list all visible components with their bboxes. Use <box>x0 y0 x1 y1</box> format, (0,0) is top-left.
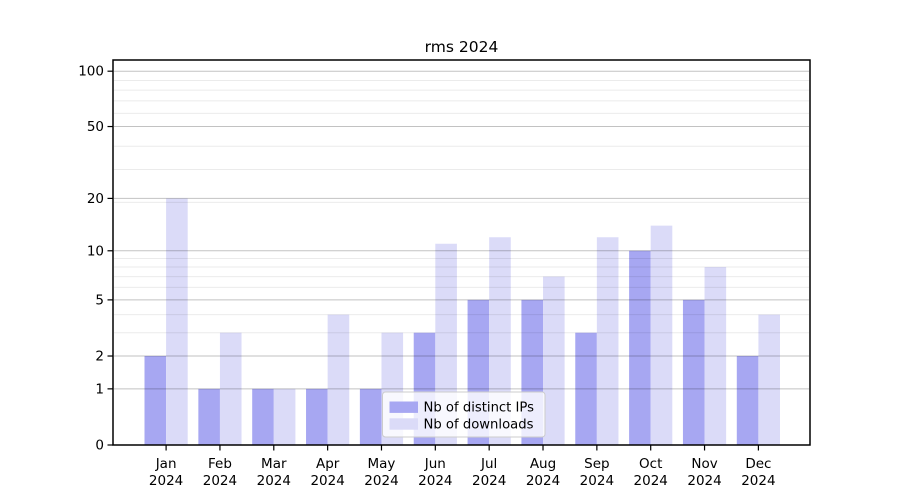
bar-nb-of-downloads-jan-2024 <box>166 198 188 445</box>
ytick-label-100: 100 <box>78 64 104 80</box>
bar-nb-of-distinct-ips-nov-2024 <box>682 299 705 445</box>
legend-swatch-distinct-ips-icon <box>389 401 418 413</box>
ytick-label-5: 5 <box>95 292 104 308</box>
bar-nb-of-distinct-ips-sep-2024 <box>575 332 597 445</box>
chart-title: rms 2024 <box>425 38 499 56</box>
xtick-year-label-sep-2024: 2024 <box>580 473 614 489</box>
xtick-month-label-nov-2024: Nov <box>691 456 717 472</box>
xtick-month-label-aug-2024: Aug <box>530 456 556 472</box>
xtick-month-label-feb-2024: Feb <box>208 456 232 472</box>
xtick-year-label-mar-2024: 2024 <box>257 473 291 489</box>
ytick-label-50: 50 <box>87 119 104 135</box>
bar-nb-of-distinct-ips-jan-2024 <box>144 356 167 445</box>
xtick-year-label-dec-2024: 2024 <box>741 473 775 489</box>
xtick-month-label-jun-2024: Jun <box>424 456 446 472</box>
bar-nb-of-downloads-dec-2024 <box>758 314 780 445</box>
legend: Nb of distinct IPs Nb of downloads <box>382 391 546 438</box>
xtick-month-label-oct-2024: Oct <box>639 456 662 472</box>
bar-nb-of-downloads-oct-2024 <box>650 225 673 445</box>
ytick-label-20: 20 <box>87 191 104 207</box>
bar-nb-of-downloads-apr-2024 <box>327 314 350 445</box>
legend-label-downloads: Nb of downloads <box>424 418 534 433</box>
bar-nb-of-distinct-ips-mar-2024 <box>252 388 274 445</box>
xtick-year-label-jan-2024: 2024 <box>149 473 183 489</box>
legend-label-distinct-ips: Nb of distinct IPs <box>424 401 535 416</box>
xtick-year-label-oct-2024: 2024 <box>634 473 668 489</box>
xtick-year-label-jul-2024: 2024 <box>472 473 506 489</box>
ytick-label-0: 0 <box>95 438 104 454</box>
bar-nb-of-distinct-ips-dec-2024 <box>736 356 759 445</box>
bar-nb-of-distinct-ips-apr-2024 <box>306 388 328 445</box>
bar-nb-of-distinct-ips-oct-2024 <box>629 250 651 445</box>
bar-nb-of-distinct-ips-feb-2024 <box>198 388 220 445</box>
xtick-year-label-nov-2024: 2024 <box>687 473 721 489</box>
xtick-year-label-jun-2024: 2024 <box>418 473 452 489</box>
xtick-month-label-jul-2024: Jul <box>480 456 497 472</box>
grid-layer <box>114 70 809 390</box>
xtick-year-label-may-2024: 2024 <box>364 473 398 489</box>
bar-nb-of-downloads-mar-2024 <box>273 388 296 445</box>
xtick-year-label-aug-2024: 2024 <box>526 473 560 489</box>
ticks-layer: 0125102050100Jan2024Feb2024Mar2024Apr202… <box>78 64 775 489</box>
bar-nb-of-downloads-aug-2024 <box>543 276 565 445</box>
axes-frame-layer <box>112 59 811 446</box>
xtick-month-label-mar-2024: Mar <box>261 456 287 472</box>
ytick-label-2: 2 <box>95 349 104 365</box>
xtick-month-label-sep-2024: Sep <box>584 456 609 472</box>
xtick-month-label-jan-2024: Jan <box>155 456 177 472</box>
xtick-year-label-apr-2024: 2024 <box>310 473 344 489</box>
bar-nb-of-distinct-ips-may-2024 <box>359 388 382 445</box>
bar-nb-of-downloads-feb-2024 <box>219 332 242 445</box>
xtick-year-label-feb-2024: 2024 <box>203 473 237 489</box>
bar-nb-of-downloads-sep-2024 <box>596 237 619 445</box>
legend-swatch-downloads-icon <box>389 418 418 430</box>
bar-nb-of-downloads-nov-2024 <box>704 267 727 445</box>
legend-box <box>382 391 546 438</box>
ytick-label-1: 1 <box>95 381 104 397</box>
xtick-month-label-may-2024: May <box>368 456 396 472</box>
xtick-month-label-apr-2024: Apr <box>316 456 340 472</box>
ytick-label-10: 10 <box>87 243 104 259</box>
plot-frame <box>112 59 811 446</box>
xtick-month-label-dec-2024: Dec <box>745 456 771 472</box>
